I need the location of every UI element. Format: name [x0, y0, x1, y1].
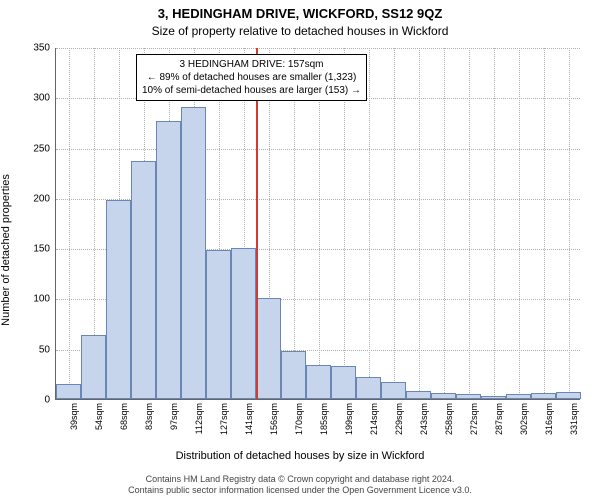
plot-area: 3 HEDINGHAM DRIVE: 157sqm ← 89% of detac…	[55, 48, 580, 400]
x-tick-label: 229sqm	[394, 403, 404, 435]
bar	[156, 121, 181, 399]
x-tick-label: 316sqm	[544, 403, 554, 435]
x-tick-label: 302sqm	[519, 403, 529, 435]
y-tick-label: 50	[39, 344, 50, 355]
x-tick-label: 287sqm	[494, 403, 504, 435]
x-tick-label: 112sqm	[194, 403, 204, 434]
bar	[456, 394, 481, 399]
bar	[481, 396, 506, 399]
bar	[306, 365, 331, 399]
x-tick-label: 258sqm	[444, 403, 454, 435]
footer-line-1: Contains HM Land Registry data © Crown c…	[0, 474, 600, 485]
x-axis-label: Distribution of detached houses by size …	[0, 450, 600, 462]
bar	[281, 351, 306, 399]
x-tick-label: 331sqm	[569, 403, 579, 435]
grid-v	[469, 48, 470, 399]
bar	[81, 335, 106, 399]
bar	[231, 248, 256, 399]
bar	[331, 366, 356, 399]
grid-v	[544, 48, 545, 399]
bar	[56, 384, 81, 399]
annotation-box: 3 HEDINGHAM DRIVE: 157sqm ← 89% of detac…	[136, 54, 367, 101]
x-tick-label: 83sqm	[144, 403, 154, 430]
bar	[506, 394, 531, 399]
bar	[256, 298, 281, 399]
x-tick-label: 68sqm	[119, 403, 129, 430]
bar	[181, 107, 206, 399]
x-tick-label: 156sqm	[269, 403, 279, 435]
grid-v	[519, 48, 520, 399]
bar	[431, 393, 456, 399]
bar	[131, 161, 156, 399]
grid-v	[444, 48, 445, 399]
y-axis-label: Number of detached properties	[0, 174, 12, 326]
x-tick-label: 97sqm	[169, 403, 179, 430]
annotation-line-3: 10% of semi-detached houses are larger (…	[142, 84, 361, 97]
bar	[206, 250, 231, 399]
x-tick-label: 199sqm	[344, 403, 354, 435]
y-tick-label: 0	[44, 395, 50, 406]
grid-v	[419, 48, 420, 399]
x-tick-label: 39sqm	[69, 403, 79, 430]
x-tick-label: 141sqm	[244, 403, 254, 435]
x-tick-label: 170sqm	[294, 403, 304, 435]
grid-v	[369, 48, 370, 399]
grid-v	[494, 48, 495, 399]
bar	[406, 391, 431, 399]
grid-v	[569, 48, 570, 399]
grid-v	[69, 48, 70, 399]
bar	[556, 392, 581, 399]
footer: Contains HM Land Registry data © Crown c…	[0, 474, 600, 496]
y-tick-label: 150	[33, 244, 50, 255]
bar	[106, 200, 131, 399]
x-tick-label: 214sqm	[369, 403, 379, 435]
x-tick-label: 54sqm	[94, 403, 104, 430]
figure: 3, HEDINGHAM DRIVE, WICKFORD, SS12 9QZ S…	[0, 0, 600, 500]
annotation-line-1: 3 HEDINGHAM DRIVE: 157sqm	[142, 58, 361, 71]
y-tick-label: 300	[33, 93, 50, 104]
bar	[531, 393, 556, 399]
title-line-1: 3, HEDINGHAM DRIVE, WICKFORD, SS12 9QZ	[0, 6, 600, 21]
x-tick-label: 185sqm	[319, 403, 329, 435]
x-tick-label: 243sqm	[419, 403, 429, 435]
title-line-2: Size of property relative to detached ho…	[0, 24, 600, 38]
y-tick-label: 200	[33, 193, 50, 204]
x-tick-label: 127sqm	[219, 403, 229, 435]
y-tick-label: 100	[33, 294, 50, 305]
annotation-line-2: ← 89% of detached houses are smaller (1,…	[142, 71, 361, 84]
bar	[356, 377, 381, 399]
y-tick-label: 350	[33, 43, 50, 54]
grid-v	[394, 48, 395, 399]
bar	[381, 382, 406, 399]
y-tick-label: 250	[33, 143, 50, 154]
footer-line-2: Contains public sector information licen…	[0, 485, 600, 496]
x-tick-label: 272sqm	[469, 403, 479, 435]
